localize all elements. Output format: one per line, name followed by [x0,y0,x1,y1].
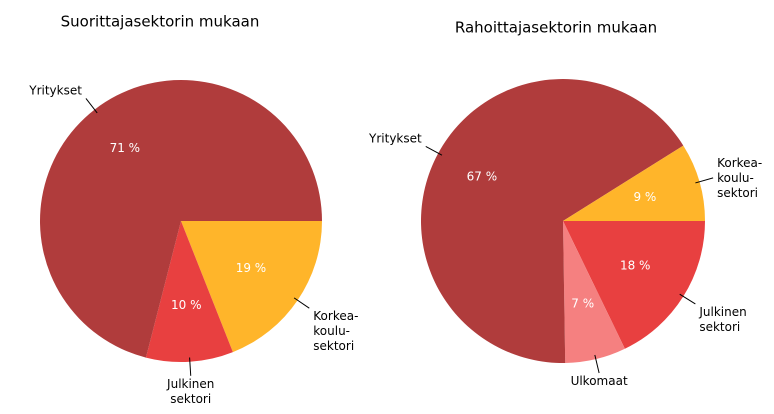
category-label: Ulkomaat [571,373,628,387]
chart-title: Rahoittajasektorin mukaan [455,19,657,37]
category-label: Korkea-koulu-sektori [313,309,358,353]
pie-slice [421,78,684,363]
leader-line [189,357,192,376]
pie-slice [145,221,233,362]
value-label: 10 % [171,298,202,312]
category-label: Yritykset [368,131,422,145]
leader-line [679,293,696,305]
chart-title: Suorittajasektorin mukaan [61,13,260,31]
category-label: Julkinen sektori [698,304,746,333]
category-label: Korkea-koulu-sektori [717,155,762,199]
leader-line [293,297,310,309]
pie-slice [563,145,705,221]
leader-line [695,177,714,184]
leader-line [594,354,600,374]
value-label: 7 % [571,296,594,310]
pie-slice [181,221,322,353]
category-label: Julkinen sektori [166,376,214,405]
value-label: 18 % [620,259,651,273]
category-label: Yritykset [28,83,82,97]
value-label: 67 % [467,169,498,183]
pie-slice [563,221,625,363]
pie-slice [39,80,323,358]
leader-line [85,98,98,114]
value-label: 9 % [633,190,656,204]
value-label: 71 % [110,141,141,155]
leader-line [425,145,443,156]
value-label: 19 % [236,261,267,275]
pie-slice [563,221,705,349]
